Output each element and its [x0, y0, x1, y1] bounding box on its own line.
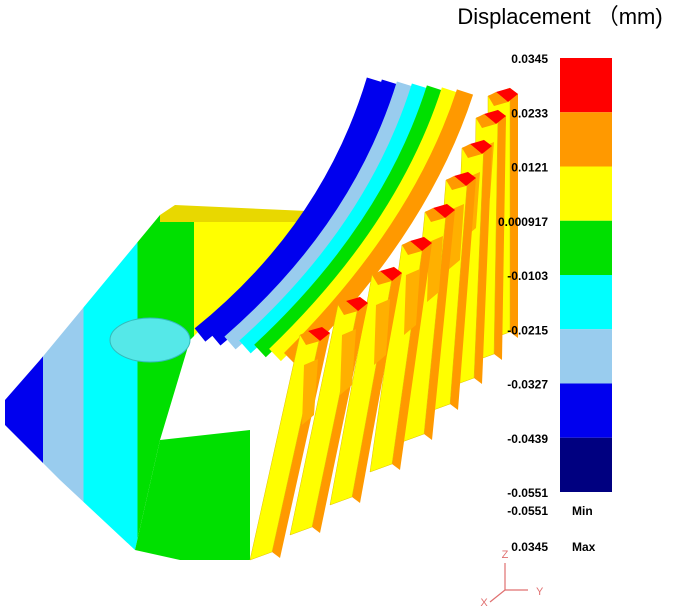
fin-cap-low — [425, 208, 445, 222]
fin-side — [510, 88, 518, 338]
legend-title: Displacement （mm) — [457, 4, 662, 29]
base-block — [5, 215, 320, 550]
x-axis — [489, 589, 506, 603]
shell-band — [254, 85, 444, 358]
fin-cap — [346, 297, 368, 311]
legend-label: -0.0215 — [507, 323, 548, 337]
shell-band — [224, 81, 414, 350]
fin-side — [474, 140, 492, 384]
fin-cap-low — [372, 271, 392, 285]
shell — [194, 77, 474, 366]
base-top — [160, 205, 330, 222]
shell-band — [239, 83, 429, 354]
fin-patch — [404, 269, 420, 335]
fin-cap — [410, 237, 432, 251]
fin-cap-low — [476, 114, 496, 128]
fin-side — [352, 267, 402, 503]
fin-cap — [484, 110, 506, 124]
fin-cap — [308, 327, 330, 341]
shell-band — [284, 89, 474, 366]
axis-triad — [489, 563, 528, 603]
fin-cap-low — [488, 92, 508, 106]
legend-swatch — [560, 329, 612, 384]
fin-side — [392, 237, 432, 470]
legend-label: -0.0327 — [507, 378, 548, 392]
bolt-hole — [109, 317, 191, 363]
fin-side — [424, 204, 455, 440]
x-label: X — [480, 597, 488, 609]
z-label: Z — [502, 549, 509, 561]
fin-patch — [427, 236, 443, 302]
color-legend: 0.0345 0.0233 0.0121 0.000917 -0.0103 -0.0215… — [498, 52, 612, 500]
fin-cap — [380, 267, 402, 281]
fins — [249, 87, 518, 561]
shell-band — [194, 77, 384, 342]
legend-swatch — [560, 383, 612, 438]
legend-label: 0.0121 — [511, 161, 548, 175]
fin-cap-low — [462, 144, 482, 158]
legend-swatch — [560, 166, 612, 221]
max-label: Max — [572, 540, 596, 554]
fin-cap — [433, 204, 455, 218]
legend-label: 0.0233 — [511, 106, 548, 120]
fea-model — [5, 205, 330, 560]
min-label: Min — [572, 504, 593, 518]
fin-cap — [454, 172, 476, 186]
fin-patch — [340, 329, 356, 395]
base-lower — [135, 430, 250, 560]
legend-swatch — [560, 58, 612, 113]
shell-band — [269, 87, 459, 362]
fin-cap-low — [446, 176, 466, 190]
fin-cap-low — [402, 241, 422, 255]
min-value: -0.0551 — [507, 504, 548, 518]
fin-cap-low — [338, 301, 358, 315]
fin-side — [450, 172, 476, 410]
y-label: Y — [536, 586, 544, 598]
legend-label: 0.000917 — [498, 215, 548, 229]
shell-band — [209, 79, 399, 346]
legend-swatch — [560, 437, 612, 492]
legend-swatch — [560, 220, 612, 275]
legend-label: -0.0439 — [507, 432, 548, 446]
legend-swatch — [560, 112, 612, 167]
legend-swatch — [560, 275, 612, 330]
legend-label: -0.0551 — [507, 486, 548, 500]
fin-cap-low — [300, 331, 320, 345]
fin-patch — [374, 299, 390, 365]
fin-cap — [496, 88, 518, 102]
fin-patch — [302, 359, 318, 425]
legend-label: -0.0103 — [507, 269, 548, 283]
max-value: 0.0345 — [511, 540, 548, 554]
legend-label: 0.0345 — [511, 52, 548, 66]
fin-cap — [470, 140, 492, 154]
